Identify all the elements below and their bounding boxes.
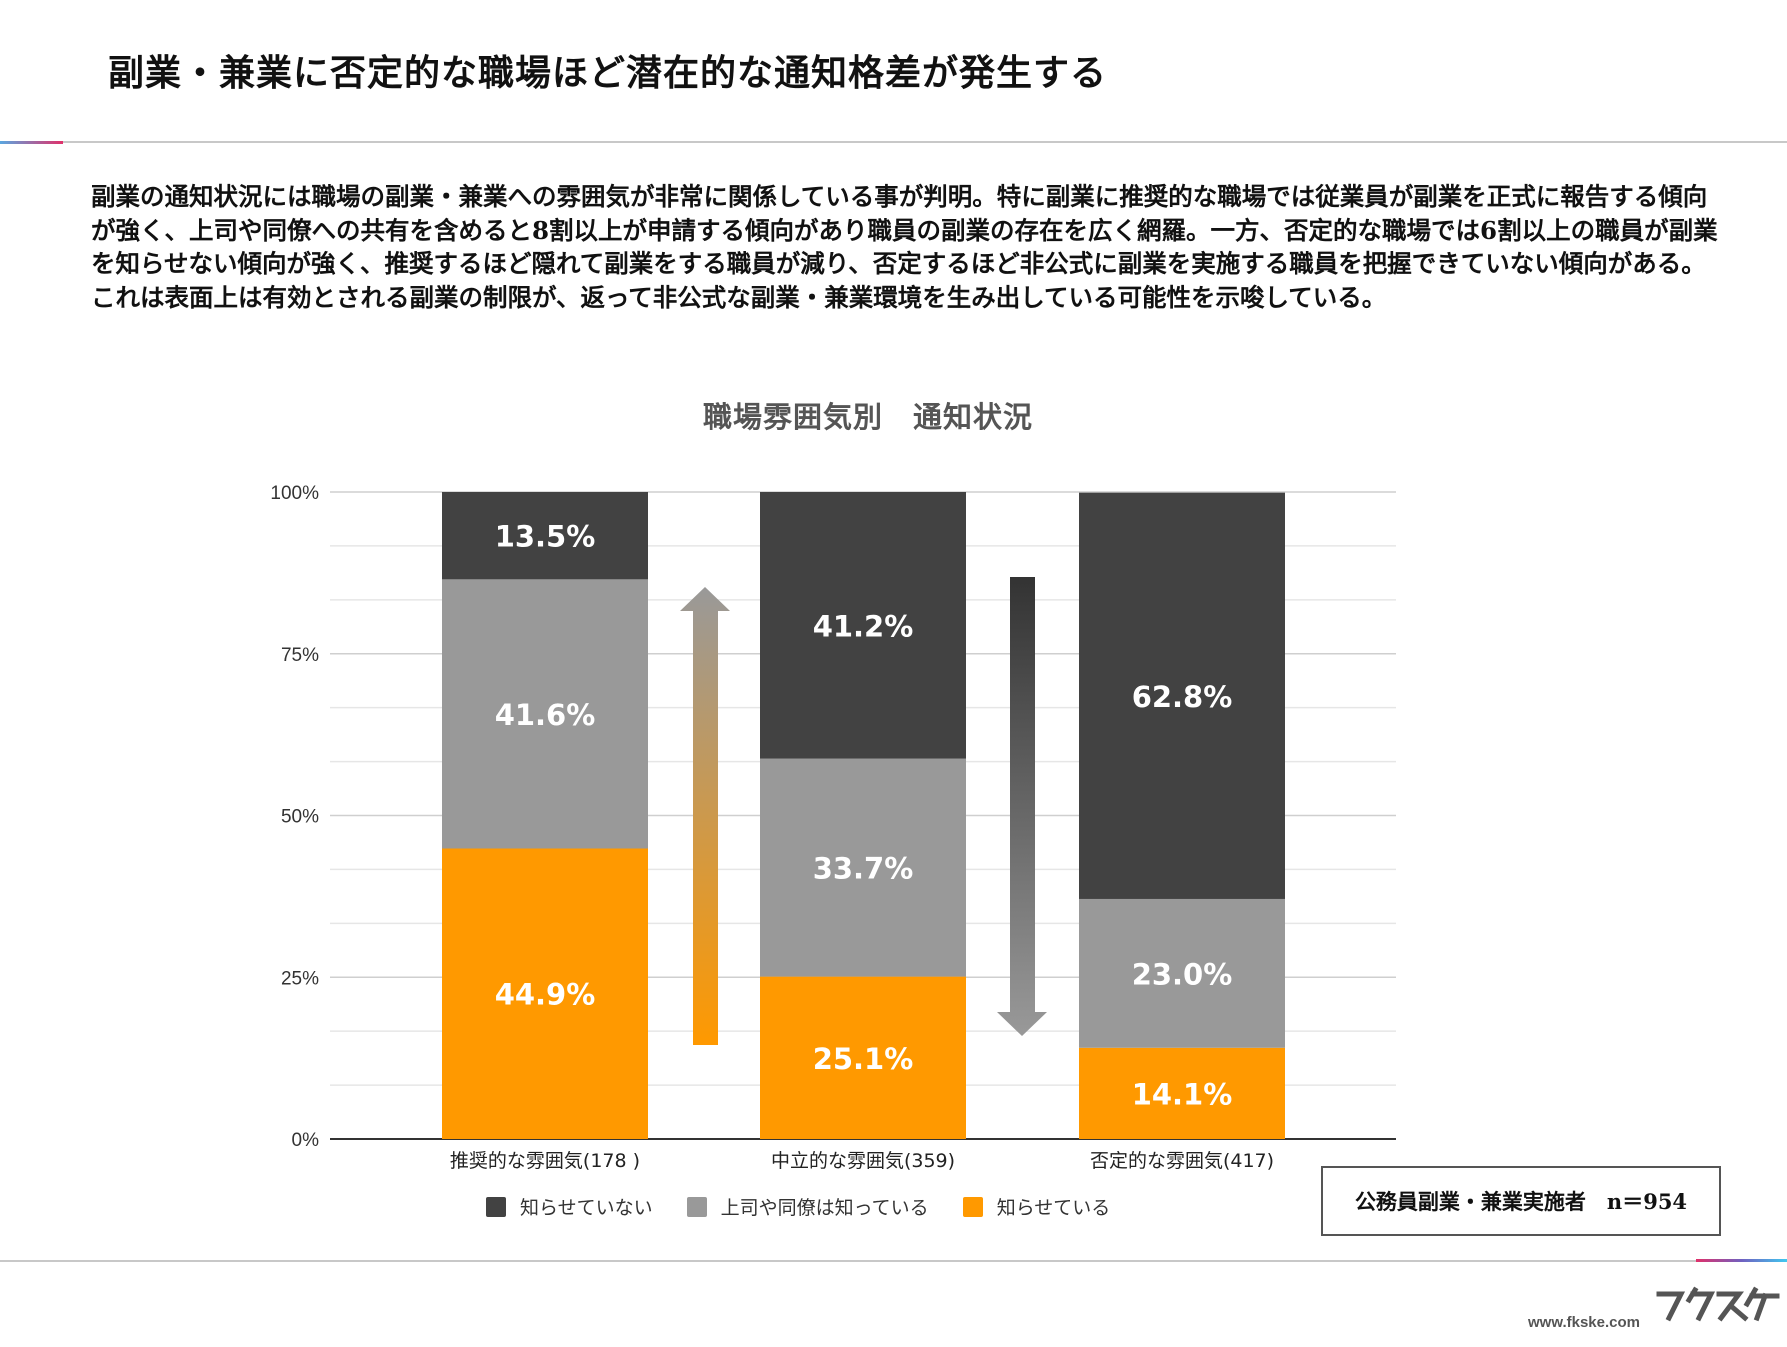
data-label: 13.5% <box>495 520 596 554</box>
legend-swatch <box>962 1196 983 1217</box>
x-tick-label: 否定的な雰囲気(417) <box>1090 1150 1274 1172</box>
page-title: 副業・兼業に否定的な職場ほど潜在的な通知格差が発生する <box>108 52 1108 94</box>
footer-url[interactable]: www.fkske.com <box>1528 1314 1640 1331</box>
bar-segment <box>760 492 966 759</box>
description-paragraph: これは表面上は有効とされる副業の制限が、返って非公式な副業・兼業環境を生み出して… <box>91 283 1387 313</box>
bar-segment <box>760 976 966 1139</box>
bar-segment <box>1079 1047 1285 1139</box>
data-label: 41.2% <box>813 609 914 643</box>
data-label: 25.1% <box>813 1042 914 1076</box>
data-label: 41.6% <box>495 698 596 732</box>
bar-segment <box>442 848 648 1139</box>
chart-title: 職場雰囲気別 通知状況 <box>702 400 1033 434</box>
legend-item: 知らせている <box>962 1193 1111 1220</box>
data-label: 62.8% <box>1132 680 1233 714</box>
bar-segment <box>442 579 648 849</box>
sample-size-note: 公務員副業・兼業実施者 n＝954 <box>1321 1166 1721 1236</box>
chart-legend: 知らせていない 上司や同僚は知っている 知らせている <box>486 1193 1110 1220</box>
x-tick-label: 中立的な雰囲気(359) <box>771 1150 955 1172</box>
description-paragraph: 副業の通知状況には職場の副業・兼業への雰囲気が非常に関係している事が判明。特に副… <box>91 182 1718 279</box>
y-tick-label: 50% <box>281 807 319 828</box>
description: 副業の通知状況には職場の副業・兼業への雰囲気が非常に関係している事が判明。特に副… <box>91 180 1721 315</box>
trend-arrow-up <box>680 587 730 1045</box>
header-divider <box>0 141 1787 143</box>
y-tick-label: 100% <box>270 483 319 504</box>
legend-item: 知らせていない <box>486 1193 653 1220</box>
fukusuke-logo <box>1656 1286 1780 1322</box>
y-tick-label: 75% <box>281 645 319 666</box>
data-label: 14.1% <box>1132 1077 1233 1111</box>
data-label: 23.0% <box>1132 957 1233 991</box>
bar-segment <box>760 758 966 977</box>
y-tick-label: 0% <box>292 1130 320 1151</box>
y-tick-label: 25% <box>281 968 319 989</box>
x-tick-label: 推奨的な雰囲気(178 ) <box>450 1150 640 1172</box>
data-label: 33.7% <box>813 852 914 886</box>
legend-label: 知らせていない <box>520 1197 653 1219</box>
trend-arrow-down <box>997 577 1047 1036</box>
legend-swatch <box>686 1196 707 1217</box>
bar-segment <box>1079 492 1285 899</box>
footer-divider-accent <box>1696 1259 1787 1262</box>
data-label: 44.9% <box>495 978 596 1012</box>
legend-label: 知らせている <box>996 1197 1111 1219</box>
legend-swatch <box>486 1196 506 1217</box>
header-divider-accent <box>0 141 63 144</box>
bar-segment <box>442 492 648 580</box>
bar-segment <box>1079 898 1285 1048</box>
legend-label: 上司や同僚は知っている <box>720 1197 929 1219</box>
legend-item: 上司や同僚は知っている <box>686 1193 929 1220</box>
footer-divider <box>0 1260 1787 1262</box>
